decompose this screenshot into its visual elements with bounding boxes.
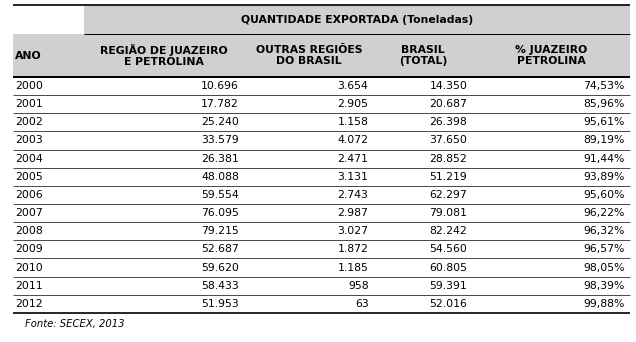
Text: 93,89%: 93,89% [583,172,625,182]
Text: 2011: 2011 [15,281,43,291]
Text: 59.620: 59.620 [201,263,239,273]
Text: 2.471: 2.471 [338,154,368,163]
Text: 52.016: 52.016 [429,299,467,309]
Text: 60.805: 60.805 [429,263,467,273]
Text: 79.081: 79.081 [429,208,467,218]
Text: 2001: 2001 [15,99,43,109]
Text: 2009: 2009 [15,245,43,254]
Text: 2005: 2005 [15,172,43,182]
Bar [13,77,630,313]
Text: Fonte: SECEX, 2013: Fonte: SECEX, 2013 [25,319,125,329]
Text: 2.743: 2.743 [338,190,368,200]
Text: 52.687: 52.687 [201,245,239,254]
Text: 59.391: 59.391 [429,281,467,291]
Text: QUANTIDADE EXPORTADA (Toneladas): QUANTIDADE EXPORTADA (Toneladas) [240,15,473,25]
Text: 85,96%: 85,96% [583,99,625,109]
Text: 3.654: 3.654 [338,81,368,91]
Text: 3.131: 3.131 [338,172,368,182]
Text: 51.219: 51.219 [429,172,467,182]
Text: 2004: 2004 [15,154,43,163]
Text: 98,39%: 98,39% [583,281,625,291]
Text: 1.158: 1.158 [338,117,368,127]
Text: 3.027: 3.027 [338,226,368,236]
Text: 48.088: 48.088 [201,172,239,182]
Text: 25.240: 25.240 [201,117,239,127]
Text: 95,61%: 95,61% [583,117,625,127]
Text: % JUAZEIRO
PETROLINA: % JUAZEIRO PETROLINA [515,45,587,66]
Text: 54.560: 54.560 [429,245,467,254]
Text: 74,53%: 74,53% [583,81,625,91]
Text: 20.687: 20.687 [429,99,467,109]
Text: 76.095: 76.095 [201,208,239,218]
Text: 2003: 2003 [15,135,43,145]
Text: 82.242: 82.242 [429,226,467,236]
Text: 79.215: 79.215 [201,226,239,236]
Text: 96,32%: 96,32% [583,226,625,236]
Text: 10.696: 10.696 [201,81,239,91]
Text: 99,88%: 99,88% [583,299,625,309]
Bar [13,34,630,77]
Text: 58.433: 58.433 [201,281,239,291]
Text: 63: 63 [355,299,368,309]
Text: 2012: 2012 [15,299,43,309]
Text: 4.072: 4.072 [338,135,368,145]
Text: 26.381: 26.381 [201,154,239,163]
Text: 14.350: 14.350 [429,81,467,91]
Text: 91,44%: 91,44% [583,154,625,163]
Text: 2008: 2008 [15,226,43,236]
Text: 89,19%: 89,19% [583,135,625,145]
Text: 2.905: 2.905 [338,99,368,109]
Text: 59.554: 59.554 [201,190,239,200]
Text: 2007: 2007 [15,208,43,218]
Text: ANO: ANO [15,51,42,61]
Text: 98,05%: 98,05% [583,263,625,273]
Text: 96,57%: 96,57% [583,245,625,254]
Text: 95,60%: 95,60% [583,190,625,200]
Text: BRASIL
(TOTAL): BRASIL (TOTAL) [399,45,447,66]
Text: 1.185: 1.185 [338,263,368,273]
Text: 2000: 2000 [15,81,43,91]
Text: 1.872: 1.872 [338,245,368,254]
Text: 17.782: 17.782 [201,99,239,109]
Text: 2010: 2010 [15,263,43,273]
Text: 96,22%: 96,22% [583,208,625,218]
Text: 958: 958 [348,281,368,291]
Text: 28.852: 28.852 [429,154,467,163]
Text: 62.297: 62.297 [429,190,467,200]
Text: 37.650: 37.650 [429,135,467,145]
Bar [84,5,630,34]
Text: REGIÃO DE JUAZEIRO
E PETROLINA: REGIÃO DE JUAZEIRO E PETROLINA [100,44,228,67]
Text: 2.987: 2.987 [338,208,368,218]
Text: 26.398: 26.398 [429,117,467,127]
Text: 2006: 2006 [15,190,43,200]
Text: 2002: 2002 [15,117,43,127]
Text: OUTRAS REGIÕES
DO BRASIL: OUTRAS REGIÕES DO BRASIL [256,45,362,66]
Text: 33.579: 33.579 [201,135,239,145]
Text: 51.953: 51.953 [201,299,239,309]
